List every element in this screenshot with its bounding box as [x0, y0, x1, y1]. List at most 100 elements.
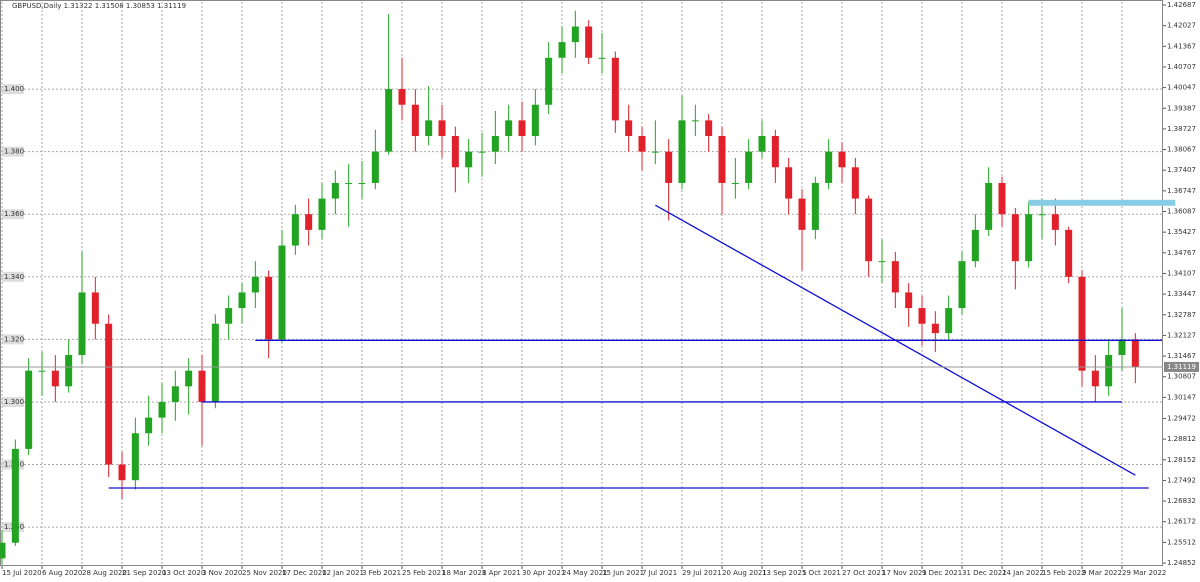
candle-body — [945, 308, 953, 334]
y2-tick-label: 1.26832 — [1167, 497, 1196, 505]
candle-body — [838, 151, 846, 168]
y-tick-label-box — [2, 146, 24, 157]
candle-body — [678, 120, 686, 183]
candle-body — [371, 151, 379, 183]
candle-body — [651, 151, 659, 153]
candle-body — [985, 182, 993, 230]
y2-tick-label: 1.33447 — [1167, 290, 1196, 298]
candle-body — [705, 120, 713, 137]
x-tick-label: 3 Feb 2021 — [362, 569, 401, 577]
current-price-label: 1.31119 — [1167, 363, 1196, 371]
candle-body — [598, 57, 606, 59]
x-tick-label: 25 Nov 2020 — [242, 569, 287, 577]
candle-body — [718, 136, 726, 183]
candle-body — [638, 136, 646, 152]
current-price-box — [1164, 361, 1199, 372]
candle-body — [585, 26, 593, 58]
y2-tick-label: 1.42027 — [1167, 22, 1196, 30]
candle-body — [571, 26, 579, 43]
y-tick-label-box — [2, 396, 24, 407]
chart-title: GBPUSD,Daily 1.31322 1.31508 1.30853 1.3… — [12, 2, 186, 10]
x-tick-label: 8 Apr 2021 — [482, 569, 521, 577]
x-tick-label: 5 Oct 2021 — [802, 569, 841, 577]
x-tick-label: 15 Feb 2022 — [1042, 569, 1086, 577]
candle-body — [11, 448, 19, 543]
x-tick-label: 15 Jul 2020 — [2, 569, 42, 577]
x-tick-label: 15 Jun 2021 — [602, 569, 644, 577]
x-tick-label: 29 Jul 2021 — [682, 569, 722, 577]
candle-body — [145, 417, 153, 434]
candle-body — [625, 120, 633, 137]
candle-body — [51, 370, 59, 387]
candle-body — [25, 370, 33, 449]
y2-tick-label: 1.36087 — [1167, 208, 1196, 216]
candle-body — [318, 198, 326, 230]
candle-body — [345, 182, 353, 184]
candle-body — [185, 370, 193, 387]
candle-body — [785, 167, 793, 199]
candle-body — [265, 276, 273, 340]
zone — [1028, 199, 1176, 206]
candle-body — [238, 292, 246, 309]
candle-body — [798, 198, 806, 230]
candle-body — [1105, 355, 1113, 387]
x-tick-label: 24 Jan 2022 — [1002, 569, 1044, 577]
x-tick-label: 21 Sep 2020 — [122, 569, 166, 577]
y-tick-label: 1.340 — [4, 273, 24, 281]
y2-tick-label: 1.38727 — [1167, 125, 1196, 133]
candle-body — [385, 89, 393, 152]
candle-body — [438, 120, 446, 137]
x-tick-label: 7 Jul 2021 — [642, 569, 677, 577]
candle-body — [558, 42, 566, 58]
y2-tick-label: 1.24852 — [1167, 559, 1196, 567]
candle-body — [665, 151, 673, 183]
candle-body — [0, 542, 6, 559]
y-tick-label: 1.380 — [4, 148, 24, 156]
x-tick-label: 31 Dec 2021 — [962, 569, 1007, 577]
candle-body — [291, 214, 299, 246]
candle-body — [358, 182, 366, 184]
y2-tick-label: 1.34767 — [1167, 249, 1196, 257]
candle-body — [611, 57, 619, 121]
y2-tick-label: 1.30807 — [1167, 373, 1196, 381]
x-tick-label: 25 Feb 2021 — [402, 569, 446, 577]
x-tick-label: 30 Apr 2021 — [522, 569, 565, 577]
candle-body — [891, 261, 899, 293]
candle-body — [118, 464, 126, 481]
candle-body — [398, 89, 406, 105]
y2-tick-label: 1.29472 — [1167, 414, 1196, 422]
y-tick-label: 1.300 — [4, 398, 24, 406]
candle-body — [251, 276, 259, 293]
x-tick-label: 20 Aug 2021 — [722, 569, 767, 577]
candle-body — [971, 229, 979, 262]
y2-tick-label: 1.28152 — [1167, 456, 1196, 464]
candle-body — [65, 355, 73, 387]
candle-body — [825, 151, 833, 183]
y2-tick-label: 1.32127 — [1167, 331, 1196, 339]
y2-tick-label: 1.38067 — [1167, 146, 1196, 154]
candle-body — [211, 323, 219, 402]
candle-body — [1118, 339, 1126, 356]
x-tick-label: 13 Oct 2020 — [162, 569, 205, 577]
y-tick-label-box — [2, 84, 24, 95]
y-tick-label: 1.320 — [4, 335, 24, 343]
candle-body — [1131, 339, 1139, 367]
y2-tick-label: 1.42687 — [1167, 1, 1196, 9]
y-tick-label-box — [2, 334, 24, 345]
x-tick-label: 6 Aug 2020 — [42, 569, 82, 577]
x-tick-label: 27 Oct 2021 — [842, 569, 885, 577]
candle-body — [505, 120, 513, 137]
x-tick-label: 28 Aug 2020 — [82, 569, 127, 577]
candle-body — [465, 151, 473, 168]
candle-body — [998, 182, 1006, 215]
candle-body — [158, 401, 166, 418]
y2-tick-label: 1.32787 — [1167, 311, 1196, 319]
candle-body — [478, 151, 486, 153]
y-tick-label: 1.400 — [4, 85, 24, 93]
candle-body — [278, 245, 286, 340]
candle-body — [531, 104, 539, 137]
y2-tick-label: 1.40707 — [1167, 63, 1196, 71]
candle-body — [1011, 214, 1019, 262]
y2-tick-label: 1.41367 — [1167, 42, 1196, 50]
